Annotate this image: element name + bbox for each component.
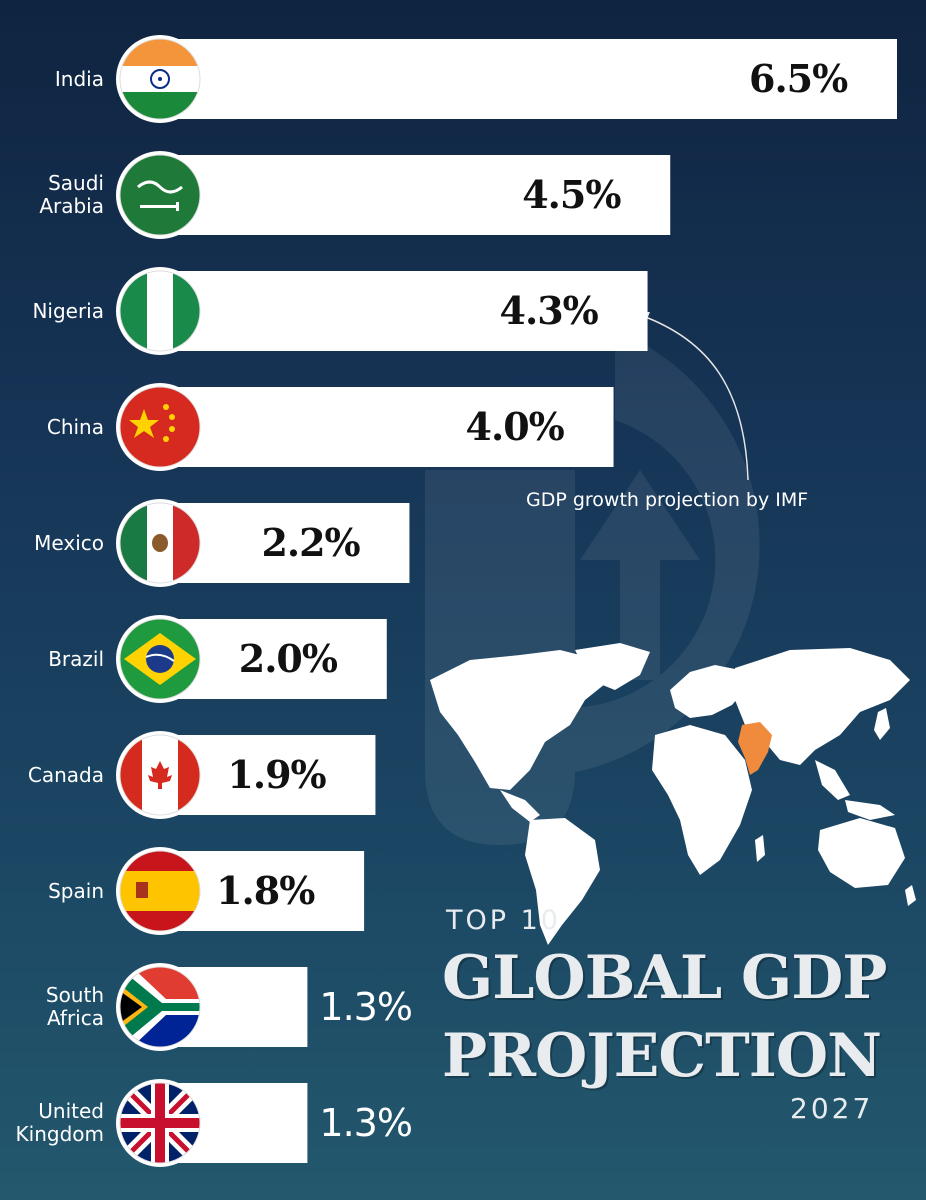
bar-china [160,387,614,467]
value-label-canada: 1.9% [227,752,326,797]
value-label-china: 4.0% [465,404,565,449]
value-label-india: 6.5% [749,56,848,101]
country-label-united-kingdom: United Kingdom [15,1099,104,1146]
value-label-south-africa: 1.3% [319,985,413,1029]
title-line-1: GLOBAL GDP [442,943,887,1013]
value-label-nigeria: 4.3% [499,288,599,333]
value-label-spain: 1.8% [216,868,315,913]
title-line-2: PROJECTION [442,1021,882,1091]
country-label-canada: Canada [27,762,104,787]
country-label-india: India [54,66,104,91]
canada-flag-icon [116,731,204,819]
bar-nigeria [160,271,648,351]
country-label-saudi-arabia: Saudi Arabia [39,171,104,218]
country-label-mexico: Mexico [34,530,104,555]
nigeria-flag-icon [116,267,204,355]
country-label-nigeria: Nigeria [32,298,104,323]
country-label-brazil: Brazil [48,646,104,671]
bar-saudi-arabia [160,155,671,235]
india-highlight [738,722,772,775]
world-map-icon [430,643,916,945]
mexico-flag-icon [116,499,204,587]
saudi-arabia-flag-icon [116,151,204,239]
value-label-united-kingdom: 1.3% [319,1101,413,1145]
country-label-spain: Spain [48,878,104,903]
south-africa-flag-icon [116,963,204,1051]
value-label-brazil: 2.0% [238,636,338,681]
annotation-arrow [639,314,749,481]
annotation-text: GDP growth projection by IMF [526,489,809,511]
value-label-saudi-arabia: 4.5% [522,172,621,217]
title-prefix: TOP 10 [446,905,561,936]
bar-india [160,39,897,119]
title-year: 2027 [790,1092,874,1125]
india-flag-icon [116,35,204,123]
country-label-china: China [46,414,104,439]
united-kingdom-flag-icon [116,1079,204,1167]
china-flag-icon [116,383,204,471]
spain-flag-icon [116,847,204,935]
brazil-flag-icon [116,615,204,703]
country-label-south-africa: South Africa [45,983,104,1030]
value-label-mexico: 2.2% [261,520,360,565]
